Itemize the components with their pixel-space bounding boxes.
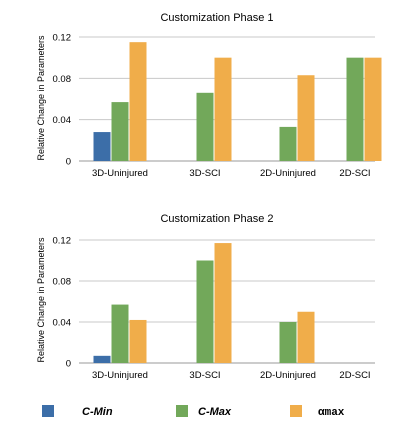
bar-c-max-2d-uninjured (279, 322, 297, 363)
y-tick-label: 0.04 (53, 318, 72, 329)
chart-panel-phase-2: Customization Phase 2 Relative Change in… (36, 213, 375, 381)
y-tick-label: 0 (66, 359, 71, 370)
chart-panel-phase-1: Customization Phase 1 Relative Change in… (36, 12, 382, 179)
x-tick-label: 3D-Uninjured (92, 370, 148, 381)
legend-swatch-alpha-max (290, 405, 302, 417)
legend-label-c-min: C-Min (82, 406, 113, 418)
y-tick-label: 0.12 (53, 236, 72, 247)
bar-c-max-3d-sci (196, 92, 214, 161)
y-tick-label: 0.04 (53, 115, 72, 126)
legend-swatch-c-max (176, 405, 188, 417)
bar-c-max-3d-uninjured (111, 304, 129, 363)
bar--max-3d-uninjured (129, 42, 147, 161)
bar--max-3d-sci (214, 57, 232, 161)
bar--max-3d-uninjured (129, 319, 147, 363)
bar--max-3d-sci (214, 243, 232, 363)
bar-c-min-3d-uninjured (93, 355, 111, 363)
bar--max-2d-sci (364, 57, 382, 161)
y-axis-label: Relative Change in Parameters (36, 35, 46, 161)
bar-c-max-2d-sci (346, 57, 364, 161)
bar--max-2d-uninjured (297, 75, 315, 161)
y-tick-label: 0.08 (53, 277, 72, 288)
bar-c-max-3d-uninjured (111, 102, 129, 161)
chart-legend: C-Min C-Max αmax (42, 405, 345, 419)
bar-c-max-3d-sci (196, 260, 214, 363)
y-axis-label: Relative Change in Parameters (36, 237, 46, 363)
x-tick-label: 2D-SCI (339, 370, 370, 381)
legend-label-c-max: C-Max (198, 406, 232, 418)
x-tick-label: 3D-SCI (189, 168, 220, 179)
y-tick-label: 0.08 (53, 74, 72, 85)
chart-title: Customization Phase 1 (160, 12, 273, 24)
y-tick-label: 0 (66, 157, 71, 168)
x-tick-label: 3D-Uninjured (92, 168, 148, 179)
x-tick-label: 2D-SCI (339, 168, 370, 179)
bar-c-max-2d-uninjured (279, 126, 297, 161)
bar-c-min-3d-uninjured (93, 132, 111, 161)
chart-title: Customization Phase 2 (160, 213, 273, 225)
x-tick-label: 2D-Uninjured (260, 168, 316, 179)
y-tick-label: 0.12 (53, 33, 72, 44)
bar--max-2d-uninjured (297, 311, 315, 363)
legend-swatch-c-min (42, 405, 54, 417)
x-tick-label: 3D-SCI (189, 370, 220, 381)
x-tick-label: 2D-Uninjured (260, 370, 316, 381)
legend-label-alpha-max: αmax (318, 407, 345, 419)
